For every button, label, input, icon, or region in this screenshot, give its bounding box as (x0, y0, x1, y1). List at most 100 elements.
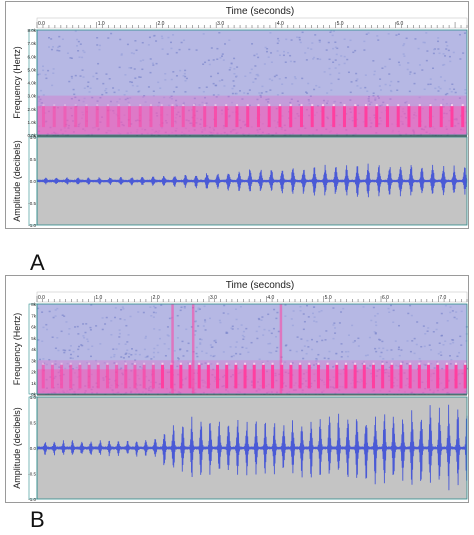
call-syllable (124, 364, 128, 389)
call-syllable (332, 106, 336, 128)
call-syllable (454, 364, 458, 389)
call-syllable (216, 364, 220, 389)
call-harmonic (335, 362, 338, 365)
call-syllable (138, 106, 142, 128)
frequency-axis-title: Frequency (Hertz) (12, 313, 22, 386)
call-harmonic (115, 362, 118, 365)
call-syllables (41, 104, 465, 128)
waveform-trace (36, 163, 468, 198)
transient-click (171, 304, 174, 394)
call-syllable (252, 364, 256, 389)
call-harmonic (189, 362, 192, 365)
call-syllable (407, 106, 411, 128)
call-harmonic (117, 104, 120, 107)
frequency-tick-label: 8.0k (27, 28, 36, 33)
call-syllable (84, 106, 88, 128)
call-harmonic (299, 362, 302, 365)
call-harmonic (344, 362, 347, 365)
time-tick-label: 4.0 (267, 295, 274, 301)
call-syllable (267, 106, 271, 128)
call-harmonic (128, 104, 131, 107)
call-syllable (170, 106, 174, 128)
call-harmonic (386, 104, 389, 107)
call-syllable (408, 364, 412, 389)
call-syllable (105, 364, 109, 389)
time-tick-label: 3.0 (210, 295, 217, 301)
call-harmonic (407, 104, 410, 107)
call-harmonic (271, 362, 274, 365)
call-harmonic (427, 362, 430, 365)
call-harmonic (450, 104, 453, 107)
panel-b-letter: B (30, 507, 45, 532)
call-syllable (375, 106, 379, 128)
time-axis-title: Time (seconds) (226, 280, 295, 291)
call-harmonic (354, 362, 357, 365)
call-syllable (298, 364, 302, 389)
call-syllable (181, 106, 185, 128)
call-harmonic (152, 362, 155, 365)
call-syllable (63, 106, 67, 128)
panel-b-svg: Time (seconds) 0.0 1.0 2.0 3.0 4.0 5.0 6.0 7.0 8k… (12, 280, 469, 502)
call-harmonic (429, 104, 432, 107)
panel-a: Time (seconds) 0.0 1.0 2.0 3.0 4.0 5.0 6.0 8.0k 7… (5, 1, 469, 229)
call-harmonic (354, 104, 357, 107)
time-tick-label: 1.0 (98, 21, 105, 27)
call-syllable (353, 106, 357, 128)
panel-a-letter: A (30, 250, 45, 275)
call-syllable (234, 364, 238, 389)
call-syllable (427, 364, 431, 389)
call-harmonic (445, 362, 448, 365)
frequency-tick-label: 8k (31, 302, 37, 307)
call-harmonic (225, 104, 228, 107)
call-syllable (52, 106, 56, 128)
call-syllable (307, 364, 311, 389)
call-harmonic (60, 362, 63, 365)
call-syllable (87, 364, 91, 389)
call-syllable (439, 106, 443, 128)
call-harmonic (149, 104, 152, 107)
call-syllable (321, 106, 325, 128)
call-syllable (289, 106, 293, 128)
call-harmonic (216, 362, 219, 365)
call-syllable (335, 364, 339, 389)
call-harmonic (364, 104, 367, 107)
call-syllable (192, 106, 196, 128)
call-syllable (117, 106, 121, 128)
call-syllable (133, 364, 137, 389)
call-syllable (60, 364, 64, 389)
spectrogram-frame (36, 29, 468, 136)
time-tick-label: 2.0 (153, 295, 160, 301)
call-syllable (213, 106, 217, 128)
call-syllable (278, 106, 282, 128)
frequency-tick-label: 6.0k (27, 54, 36, 59)
call-syllable (353, 364, 357, 389)
call-syllable (160, 106, 164, 128)
call-syllable (95, 106, 99, 128)
call-syllable (364, 106, 368, 128)
call-harmonic (399, 362, 402, 365)
call-harmonic (161, 362, 164, 365)
call-harmonic (179, 362, 182, 365)
call-harmonic (42, 362, 45, 365)
amplitude-tick-label: 0.0 (30, 446, 37, 451)
call-syllable (127, 106, 131, 128)
call-harmonic (289, 104, 292, 107)
call-harmonic (235, 104, 238, 107)
call-harmonic (106, 362, 109, 365)
frequency-tick-label: 3k (31, 358, 37, 363)
call-syllable (243, 364, 247, 389)
call-harmonic (461, 104, 464, 107)
call-harmonic (257, 104, 260, 107)
call-harmonic (192, 104, 195, 107)
call-syllable (246, 106, 250, 128)
call-harmonic (139, 104, 142, 107)
call-syllable (206, 364, 210, 389)
time-tick-label: 5.0 (325, 295, 332, 301)
call-syllable (41, 364, 45, 389)
amplitude-tick-label: -1.0 (28, 497, 36, 502)
call-syllable (115, 364, 119, 389)
call-harmonic (308, 362, 311, 365)
waveform-frame (36, 136, 468, 226)
call-harmonic (409, 362, 412, 365)
frequency-tick-label: 2k (31, 370, 37, 375)
